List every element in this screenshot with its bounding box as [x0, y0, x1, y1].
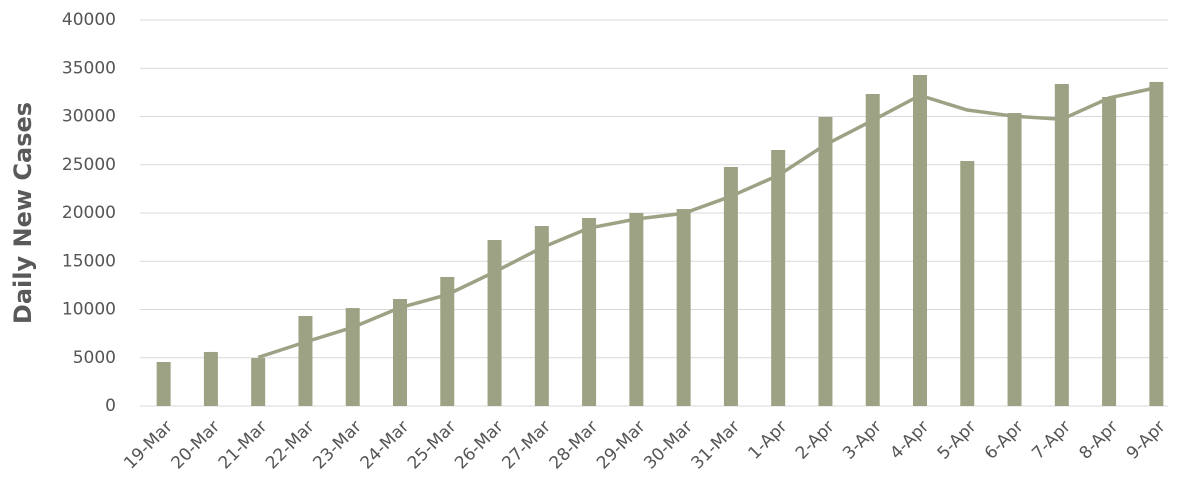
x-tick-label: 26-Mar [451, 417, 507, 473]
bar [676, 209, 691, 406]
bar [251, 358, 266, 406]
bar [393, 298, 407, 406]
x-tick-label: 19-Mar [120, 417, 176, 473]
x-tick-label: 24-Mar [357, 417, 413, 473]
bar [818, 116, 833, 407]
x-tick-label: 21-Mar [215, 417, 271, 473]
x-tick-label: 31-Mar [688, 417, 744, 473]
y-axis-label: Daily New Cases [9, 102, 37, 324]
bar [865, 94, 880, 406]
x-tick-label: 29-Mar [593, 417, 649, 473]
bar [960, 160, 975, 406]
bar [440, 276, 455, 406]
x-tick-label: 27-Mar [498, 417, 554, 473]
y-tick-label: 15000 [62, 251, 116, 271]
bar [203, 351, 218, 406]
bar [345, 308, 360, 406]
x-tick-label: 7-Apr [1028, 417, 1075, 464]
bar [1007, 113, 1022, 406]
bar [534, 226, 549, 406]
x-tick-label: 5-Apr [934, 417, 981, 464]
x-tick-label: 28-Mar [546, 417, 602, 473]
bar [771, 149, 786, 406]
y-tick-label: 10000 [62, 300, 116, 320]
x-tick-label: 8-Apr [1075, 417, 1122, 464]
bar [487, 240, 502, 406]
bar [629, 213, 644, 406]
x-tick-label: 30-Mar [640, 417, 696, 473]
x-tick-label: 4-Apr [886, 417, 933, 464]
y-tick-label: 25000 [62, 155, 116, 175]
bar [913, 75, 927, 406]
bar [1102, 97, 1117, 406]
line [257, 85, 1157, 360]
bar [582, 218, 597, 406]
bar [723, 166, 738, 406]
x-tick-label: 23-Mar [309, 417, 365, 473]
x-tick-label: 2-Apr [792, 417, 839, 464]
x-tick-label: 1-Apr [745, 417, 792, 464]
bar [1149, 81, 1164, 406]
y-tick-label: 5000 [73, 348, 116, 368]
y-tick-label: 0 [105, 396, 116, 416]
x-tick-label: 25-Mar [404, 417, 460, 473]
x-tick-label: 22-Mar [262, 417, 318, 473]
bar [156, 361, 171, 406]
bar [298, 315, 313, 406]
bar [1054, 83, 1069, 407]
x-tick-label: 6-Apr [981, 417, 1028, 464]
y-tick-label: 30000 [62, 107, 116, 127]
y-tick-label: 35000 [62, 58, 116, 78]
x-tick-label: 9-Apr [1123, 417, 1170, 464]
y-tick-label: 20000 [62, 203, 116, 223]
x-tick-label: 3-Apr [839, 417, 886, 464]
y-tick-label: 40000 [62, 10, 116, 30]
x-tick-label: 20-Mar [168, 417, 224, 473]
